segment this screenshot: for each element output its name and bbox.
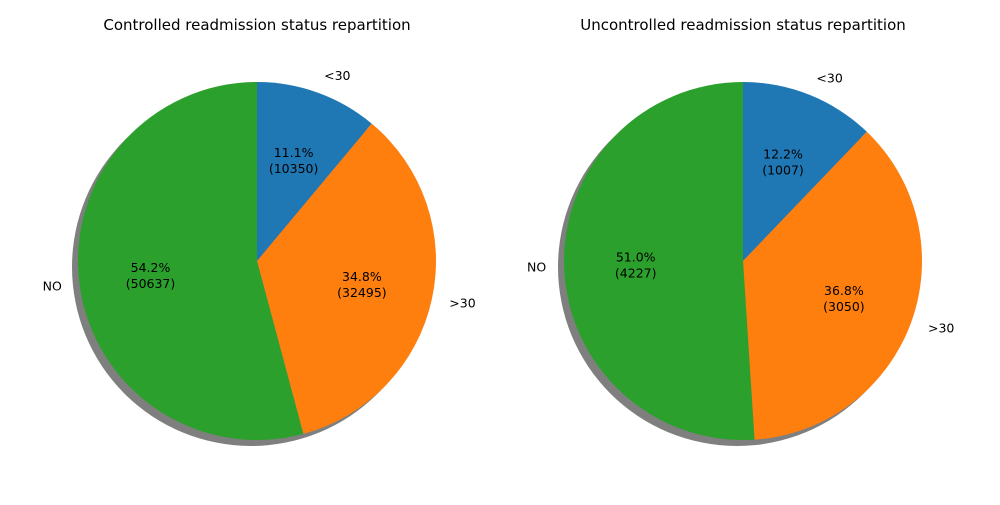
- slice-percent-label: 51.0%: [616, 250, 656, 265]
- pie-slice-1: [257, 82, 372, 261]
- slice-count-label: (4227): [615, 266, 657, 281]
- pie-slice-2: [257, 123, 437, 434]
- slice-percent-label: 36.8%: [824, 283, 864, 298]
- slice-percent-label: 54.2%: [131, 260, 171, 275]
- pie-slice-2: [743, 131, 923, 440]
- slice-category-label: >30: [449, 295, 475, 310]
- pie-chart-controlled: Controlled readmission status repartitio…: [43, 16, 476, 446]
- slice-category-label: <30: [816, 70, 842, 85]
- slice-count-label: (1007): [762, 162, 804, 177]
- chart-title: Controlled readmission status repartitio…: [103, 16, 410, 34]
- pie-slice-3: [78, 82, 304, 441]
- slice-percent-label: 12.2%: [763, 146, 803, 161]
- pie-slice-3: [564, 82, 755, 440]
- slice-percent-label: 11.1%: [274, 145, 314, 160]
- slice-count-label: (10350): [269, 161, 319, 176]
- slice-count-label: (50637): [126, 276, 176, 291]
- pie-slice-1: [743, 82, 867, 261]
- slice-category-label: NO: [527, 259, 546, 274]
- slice-category-label: >30: [928, 321, 954, 336]
- chart-title: Uncontrolled readmission status repartit…: [580, 16, 906, 34]
- slice-count-label: (3050): [823, 299, 865, 314]
- slice-percent-label: 34.8%: [342, 269, 382, 284]
- slice-count-label: (32495): [337, 285, 387, 300]
- slice-category-label: <30: [324, 68, 350, 83]
- slice-category-label: NO: [43, 279, 62, 294]
- pie-chart-uncontrolled: Uncontrolled readmission status repartit…: [527, 16, 954, 446]
